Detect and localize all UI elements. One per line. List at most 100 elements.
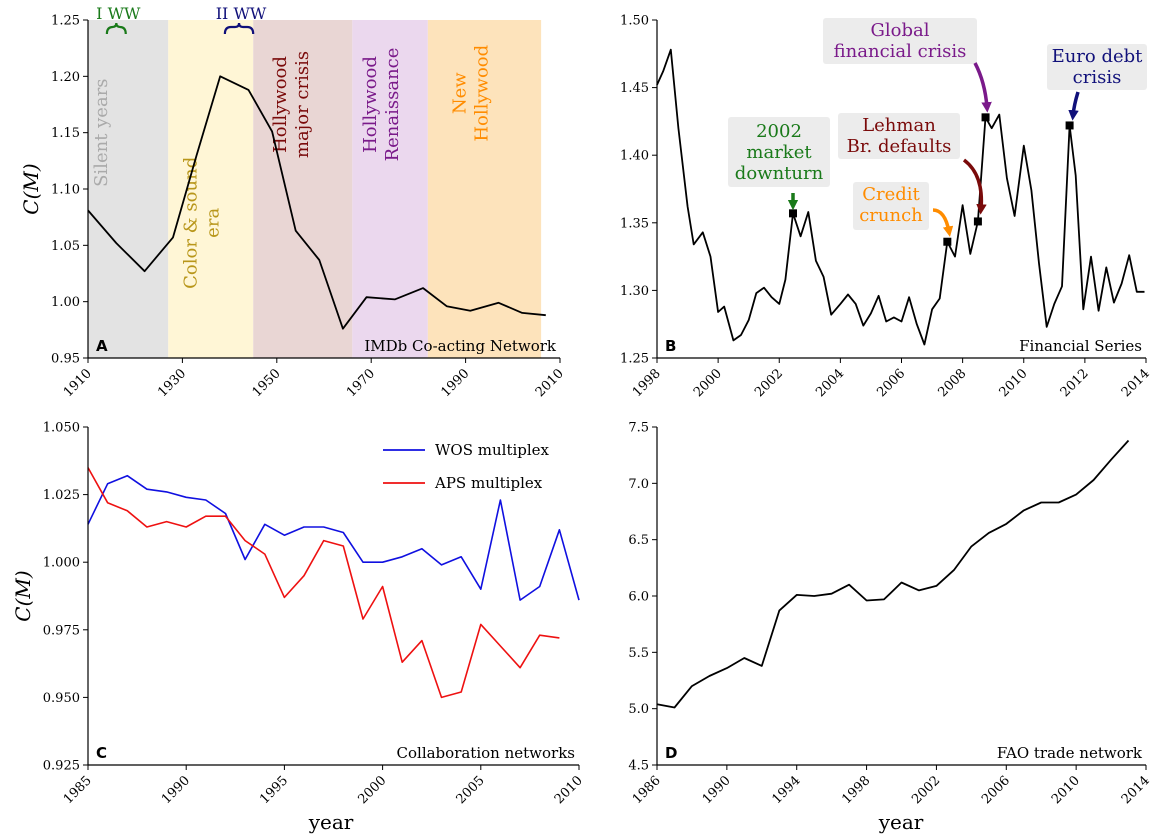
- period-band: [352, 20, 428, 358]
- panel-caption: Financial Series: [1019, 337, 1142, 355]
- x-tick-label: 2000: [355, 773, 389, 807]
- x-tick-label: 2006: [874, 366, 908, 400]
- y-tick-label: 5.0: [628, 702, 649, 717]
- x-axis-title: year: [308, 810, 354, 834]
- event-label-line: 2002: [756, 121, 802, 142]
- y-tick-label: 1.20: [51, 70, 80, 85]
- y-tick-label: 1.10: [51, 183, 80, 198]
- x-tick-label: 2005: [454, 773, 488, 807]
- x-tick-label: 2012: [1058, 366, 1092, 400]
- y-tick-label: 5.5: [628, 646, 649, 661]
- event-arrow: [973, 62, 992, 113]
- war-brace: [223, 22, 255, 35]
- event-arrow: [962, 158, 987, 215]
- event-label-line: crisis: [1073, 67, 1122, 88]
- y-tick-label: 1.15: [51, 126, 80, 141]
- y-tick-label: 1.25: [51, 14, 80, 29]
- x-tick-label: 2010: [533, 366, 567, 400]
- panel-c: 0.925 0.950 0.975 1.000 1.025 1.050 1985 1990 19…: [11, 421, 586, 835]
- y-tick-label: 7.0: [628, 477, 649, 492]
- period-band: [427, 20, 542, 358]
- event-label-line: Br. defaults: [847, 136, 952, 157]
- event-label-line: downturn: [735, 163, 824, 184]
- panel-d: 4.5 5.0 5.5 6.0 6.5 7.0 7.5 1986 1990 1994 1998 200…: [628, 421, 1153, 835]
- y-tick-label: 1.025: [43, 488, 80, 503]
- period-band: [168, 20, 254, 358]
- y-tick-label: 1.45: [620, 81, 649, 96]
- panel-caption: FAO trade network: [997, 744, 1143, 762]
- period-band: [253, 20, 353, 358]
- period-band: [88, 20, 169, 358]
- x-tick-label: 1994: [770, 773, 804, 807]
- series-line: [87, 75, 546, 330]
- event-box: [823, 18, 977, 64]
- period-label-line: era: [203, 208, 224, 238]
- x-tick-label: 1990: [700, 773, 734, 807]
- panel-caption: IMDb Co-acting Network: [364, 337, 557, 355]
- event-label-line: Euro debt: [1052, 46, 1144, 67]
- y-tick-label: 1.50: [620, 14, 649, 29]
- series-line: [87, 474, 580, 601]
- y-tick-label: 0.975: [43, 623, 80, 638]
- war-label: II WW: [216, 4, 267, 23]
- event-marker: [973, 217, 982, 226]
- x-tick-label: 2002: [752, 366, 786, 400]
- event-label-line: crunch: [859, 205, 923, 226]
- x-tick-label: 2000: [691, 366, 725, 400]
- y-tick-label: 6.5: [628, 533, 649, 548]
- period-label: NewHollywood: [450, 45, 493, 142]
- legend-label: APS multiplex: [434, 474, 543, 492]
- period-label: HollywoodRenaissance: [360, 48, 403, 162]
- y-tick-label: 1.25: [620, 352, 649, 367]
- period-label-line: Renaissance: [382, 48, 403, 162]
- y-tick-label: 6.0: [628, 590, 649, 605]
- event-label-line: market: [746, 142, 812, 163]
- x-tick-label: 1998: [630, 366, 664, 400]
- x-axis-title: year: [878, 810, 924, 834]
- event-box: [853, 182, 929, 230]
- x-tick-label: 2004: [813, 366, 847, 400]
- event-arrow: [932, 208, 954, 237]
- war-label: I WW: [96, 4, 141, 23]
- y-tick-label: 1.00: [51, 295, 80, 310]
- x-tick-label: 2010: [552, 773, 586, 807]
- event-label: Lehman Br. defaults: [847, 115, 952, 157]
- period-label-line: major crisis: [292, 51, 313, 158]
- series-line: [656, 48, 1145, 346]
- series-line: [656, 439, 1130, 709]
- event-marker: [1065, 121, 1074, 130]
- event-marker: [943, 237, 952, 246]
- y-tick-label: 1.050: [43, 421, 80, 436]
- event-box: [838, 113, 960, 159]
- period-label-line: Hollywood: [270, 56, 291, 153]
- legend-label: WOS multiplex: [435, 441, 550, 459]
- panel-label: C: [96, 744, 107, 762]
- x-tick-label: 2006: [979, 773, 1013, 807]
- panel-label: B: [665, 337, 676, 355]
- y-tick-label: 1.000: [43, 556, 80, 571]
- event-label-line: Lehman: [862, 115, 936, 136]
- y-axis-title: C(M): [11, 570, 35, 621]
- event-label-line: financial crisis: [834, 41, 967, 62]
- y-tick-label: 1.40: [620, 149, 649, 164]
- x-tick-label: 2014: [1119, 773, 1153, 807]
- period-label-line: Silent years: [91, 78, 112, 186]
- war-brace: [105, 22, 127, 35]
- event-label: Euro debt crisis: [1052, 46, 1144, 88]
- y-tick-label: 1.05: [51, 239, 80, 254]
- period-label-line: Hollywood: [472, 45, 493, 142]
- x-tick-label: 1998: [839, 773, 873, 807]
- event-box: [1047, 44, 1147, 90]
- period-label-line: New: [450, 72, 471, 114]
- event-label: Global financial crisis: [834, 20, 967, 62]
- panel-label: D: [665, 744, 677, 762]
- y-tick-label: 1.30: [620, 284, 649, 299]
- x-tick-label: 2010: [997, 366, 1031, 400]
- period-label: Silent years: [91, 78, 112, 186]
- y-tick-label: 4.5: [628, 759, 649, 774]
- period-label-line: Hollywood: [360, 56, 381, 153]
- y-axis-title: C(M): [19, 163, 43, 214]
